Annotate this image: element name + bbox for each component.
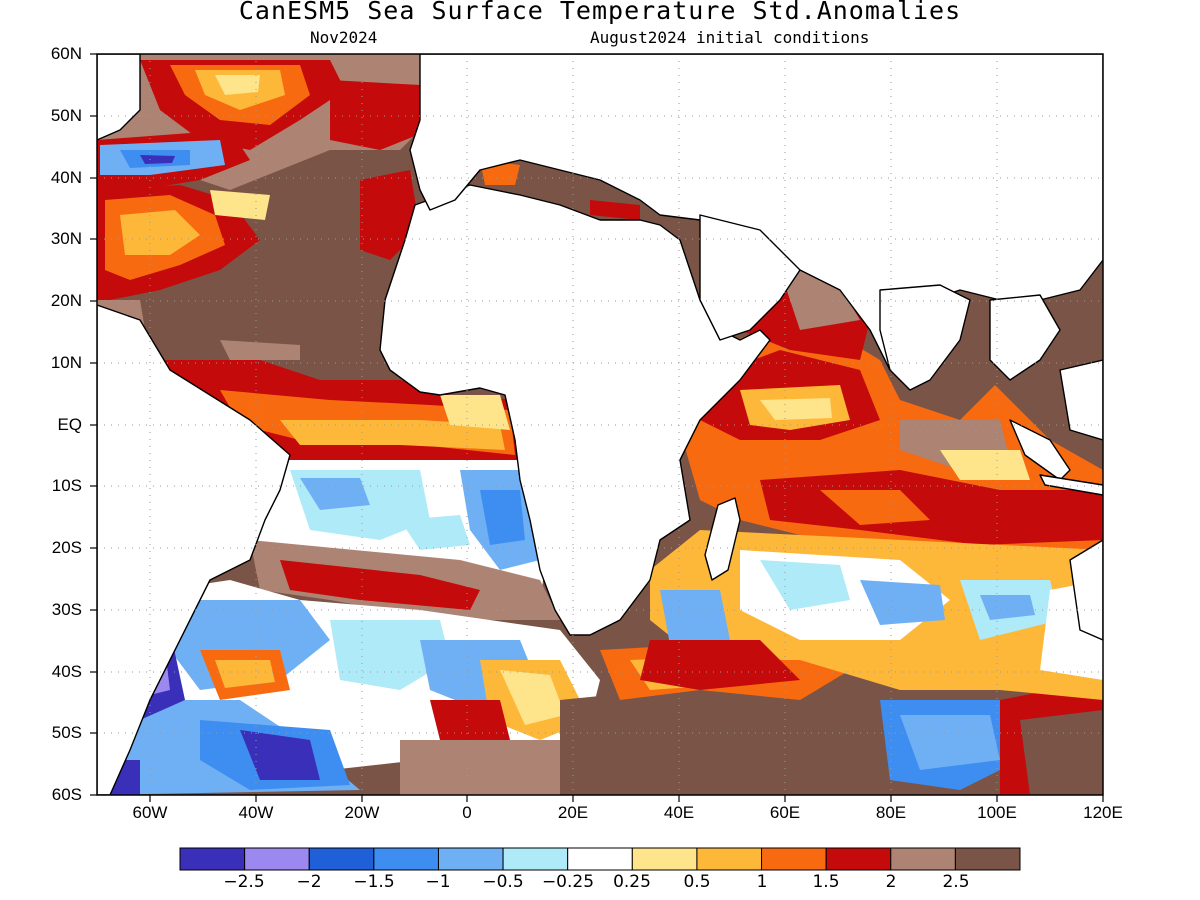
colorbar-label: −1.5 xyxy=(353,872,395,892)
lat-label-30s: 30S xyxy=(51,600,82,619)
colorbar-label: −0.5 xyxy=(482,872,524,892)
lat-label-40n: 40N xyxy=(50,168,82,187)
lat-label-20s: 20S xyxy=(51,538,82,557)
colorbar-swatch xyxy=(308,847,375,871)
north-atlantic-anomalies xyxy=(97,54,440,360)
colorbar-swatch xyxy=(696,847,763,871)
colorbar-swatch xyxy=(631,847,698,871)
lat-label-20n: 20N xyxy=(50,291,82,310)
madagascar-land xyxy=(704,497,741,581)
colorbar-label: 0.5 xyxy=(683,872,711,892)
colorbar-swatch xyxy=(954,847,1021,871)
colorbar-swatch xyxy=(825,847,892,871)
south-atlantic-anomalies xyxy=(97,460,600,795)
colorbar-swatch xyxy=(567,847,633,871)
sumatra-land xyxy=(1009,419,1071,481)
land-masses xyxy=(97,54,1103,795)
colorbar-swatch xyxy=(890,847,956,871)
australia-land xyxy=(1069,539,1103,641)
lat-label-60n: 60N xyxy=(50,44,82,63)
lat-label-eq: EQ xyxy=(57,415,82,434)
colorbar-label: 2.5 xyxy=(942,872,970,892)
lat-label-50s: 50S xyxy=(51,723,82,742)
map-field xyxy=(97,54,1103,795)
south-america-land xyxy=(97,304,291,795)
colorbar-label: −2 xyxy=(296,872,322,892)
southeast-asia-land xyxy=(989,294,1061,381)
colorbar-swatch xyxy=(761,847,827,871)
lat-label-40s: 40S xyxy=(51,662,82,681)
colorbar-swatch xyxy=(244,847,310,871)
colorbar-label: 1.5 xyxy=(812,872,840,892)
lon-label-0: 0 xyxy=(462,803,472,822)
lon-label-60w: 60W xyxy=(132,803,168,822)
lat-label-60s: 60S xyxy=(51,785,82,804)
colorbar-swatch xyxy=(179,847,246,871)
africa-land xyxy=(379,184,771,636)
colorbar-label: −0.25 xyxy=(541,872,595,892)
map-title: CanESM5 Sea Surface Temperature Std.Anom… xyxy=(238,0,962,25)
colorbar-swatch xyxy=(437,847,504,871)
colorbar-swatch xyxy=(373,847,439,871)
lon-label-40e: 40E xyxy=(663,803,695,822)
lon-label-20w: 20W xyxy=(344,803,380,822)
colorbar-label: −1 xyxy=(425,872,451,892)
indian-ocean-anomalies xyxy=(640,270,1103,700)
lon-label-80e: 80E xyxy=(875,803,907,822)
lat-label-10s: 10S xyxy=(51,476,82,495)
colorbar-label: 1 xyxy=(756,872,768,892)
init-conditions-label: August2024 initial conditions xyxy=(590,28,870,47)
arabian-peninsula-land xyxy=(699,214,801,341)
borneo-land xyxy=(1059,359,1103,441)
india-land xyxy=(879,284,971,391)
java-land xyxy=(1039,474,1103,496)
colorbar-label: 0.25 xyxy=(613,872,651,892)
colorbar-label: −2.5 xyxy=(223,872,265,892)
lon-label-120e: 120E xyxy=(1083,803,1123,822)
north-america-land xyxy=(97,54,141,141)
colorbar-swatch xyxy=(502,847,569,871)
colorbar-label: 2 xyxy=(885,872,897,892)
lat-label-50n: 50N xyxy=(50,106,82,125)
lon-label-100e: 100E xyxy=(977,803,1017,822)
lat-label-30n: 30N xyxy=(50,229,82,248)
axis-ticks xyxy=(90,53,1104,802)
valid-month-label: Nov2024 xyxy=(310,28,378,47)
lon-label-40w: 40W xyxy=(238,803,274,822)
lon-label-20e: 20E xyxy=(557,803,589,822)
lon-label-60e: 60E xyxy=(769,803,801,822)
lat-label-10n: 10N xyxy=(50,353,82,372)
